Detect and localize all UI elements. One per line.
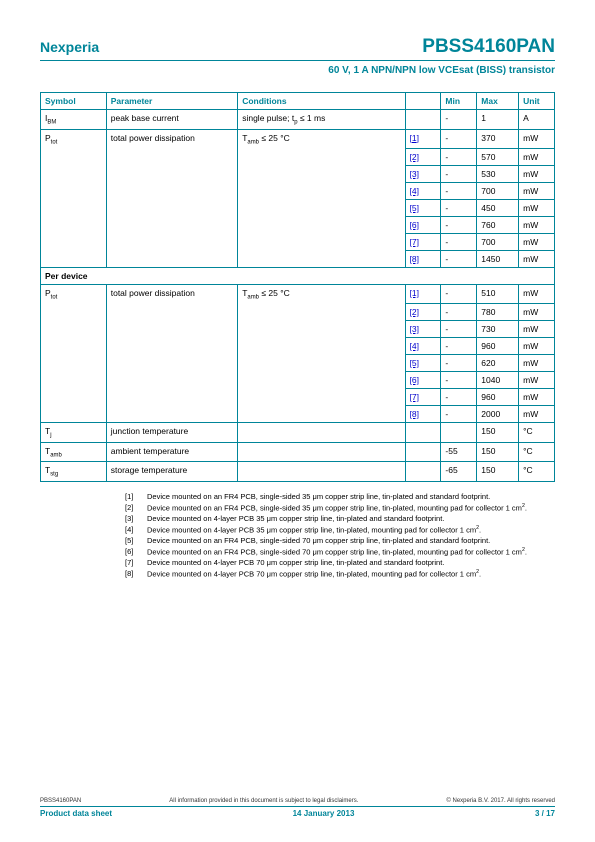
table-row: IBMpeak base currentsingle pulse; tp ≤ 1… xyxy=(41,110,555,130)
footnote: [2]Device mounted on an FR4 PCB, single-… xyxy=(125,503,555,513)
table-row: Tambambient temperature-55150°C xyxy=(41,442,555,462)
footnote-link[interactable]: [3] xyxy=(410,169,419,179)
footnote: [5]Device mounted on an FR4 PCB, single-… xyxy=(125,536,555,546)
footnote-link[interactable]: [4] xyxy=(410,341,419,351)
table-row: [2]-570mW xyxy=(41,148,555,165)
part-number: PBSS4160PAN xyxy=(422,36,555,58)
footnote: [1]Device mounted on an FR4 PCB, single-… xyxy=(125,492,555,502)
footer-page: 3 / 17 xyxy=(535,809,555,818)
footnote-link[interactable]: [4] xyxy=(410,186,419,196)
table-row: [5]-620mW xyxy=(41,355,555,372)
table-row: [7]-700mW xyxy=(41,233,555,250)
table-row: [6]-760mW xyxy=(41,216,555,233)
footnote-text: Device mounted on 4-layer PCB 70 μm copp… xyxy=(147,558,444,568)
table-header-row: Symbol Parameter Conditions Min Max Unit xyxy=(41,93,555,110)
footer-doc-type: Product data sheet xyxy=(40,809,112,818)
page-content: Nexperia PBSS4160PAN 60 V, 1 A NPN/NPN l… xyxy=(0,0,595,579)
table-row: [4]-700mW xyxy=(41,182,555,199)
footnote-text: Device mounted on an FR4 PCB, single-sid… xyxy=(147,547,527,557)
footnote-num: [4] xyxy=(125,525,147,535)
table-row: [5]-450mW xyxy=(41,199,555,216)
footer-partno: PBSS4160PAN xyxy=(40,798,81,804)
footnote-link[interactable]: [7] xyxy=(410,392,419,402)
footnote-link[interactable]: [1] xyxy=(410,133,419,143)
table-row: Ptottotal power dissipationTamb ≤ 25 °C[… xyxy=(41,284,555,303)
table-row: [7]-960mW xyxy=(41,389,555,406)
footnote: [4]Device mounted on 4-layer PCB 35 μm c… xyxy=(125,525,555,535)
table-row: [6]-1040mW xyxy=(41,372,555,389)
footnote-link[interactable]: [2] xyxy=(410,152,419,162)
footnote-text: Device mounted on an FR4 PCB, single-sid… xyxy=(147,503,527,513)
col-min: Min xyxy=(441,93,477,110)
footnote-num: [8] xyxy=(125,569,147,579)
footnote-num: [3] xyxy=(125,514,147,524)
footnote-link[interactable]: [6] xyxy=(410,375,419,385)
table-row: [8]-2000mW xyxy=(41,406,555,423)
col-symbol: Symbol xyxy=(41,93,107,110)
footer-top: PBSS4160PAN All information provided in … xyxy=(40,798,555,807)
section-label: Per device xyxy=(41,267,555,284)
company-name: Nexperia xyxy=(40,39,99,55)
table-row: [3]-530mW xyxy=(41,165,555,182)
footnote-text: Device mounted on 4-layer PCB 70 μm copp… xyxy=(147,569,481,579)
header: Nexperia PBSS4160PAN xyxy=(40,36,555,61)
footnote-link[interactable]: [8] xyxy=(410,254,419,264)
footnote-link[interactable]: [8] xyxy=(410,409,419,419)
table-row: [3]-730mW xyxy=(41,321,555,338)
parameters-table: Symbol Parameter Conditions Min Max Unit… xyxy=(40,92,555,482)
footnote-link[interactable]: [2] xyxy=(410,307,419,317)
footnote-text: Device mounted on an FR4 PCB, single-sid… xyxy=(147,492,490,502)
footer-disclaimer: All information provided in this documen… xyxy=(169,798,358,804)
footer-bottom: Product data sheet 14 January 2013 3 / 1… xyxy=(40,809,555,818)
footnote-link[interactable]: [5] xyxy=(410,358,419,368)
footnote-link[interactable]: [7] xyxy=(410,237,419,247)
footnote-link[interactable]: [3] xyxy=(410,324,419,334)
table-row: Tjjunction temperature150°C xyxy=(41,423,555,443)
footnote: [6]Device mounted on an FR4 PCB, single-… xyxy=(125,547,555,557)
footnote: [3]Device mounted on 4-layer PCB 35 μm c… xyxy=(125,514,555,524)
footnote-num: [7] xyxy=(125,558,147,568)
footnote-text: Device mounted on 4-layer PCB 35 μm copp… xyxy=(147,514,444,524)
col-unit: Unit xyxy=(519,93,555,110)
footer-date: 14 January 2013 xyxy=(293,809,355,818)
footnote-link[interactable]: [5] xyxy=(410,203,419,213)
footnotes: [1]Device mounted on an FR4 PCB, single-… xyxy=(125,492,555,579)
footnote-num: [5] xyxy=(125,536,147,546)
page-footer: PBSS4160PAN All information provided in … xyxy=(40,798,555,818)
col-parameter: Parameter xyxy=(106,93,237,110)
footnote-num: [1] xyxy=(125,492,147,502)
col-conditions: Conditions xyxy=(238,93,405,110)
footnote-num: [2] xyxy=(125,503,147,513)
footnote-text: Device mounted on 4-layer PCB 35 μm copp… xyxy=(147,525,481,535)
table-row: [8]-1450mW xyxy=(41,250,555,267)
section-per-device: Per device xyxy=(41,267,555,284)
footnote: [7]Device mounted on 4-layer PCB 70 μm c… xyxy=(125,558,555,568)
table-row: Ptottotal power dissipationTamb ≤ 25 °C[… xyxy=(41,129,555,148)
subtitle: 60 V, 1 A NPN/NPN low VCEsat (BISS) tran… xyxy=(40,65,555,76)
footnote: [8]Device mounted on 4-layer PCB 70 μm c… xyxy=(125,569,555,579)
col-ref xyxy=(405,93,441,110)
footnote-link[interactable]: [1] xyxy=(410,288,419,298)
table-row: Tstgstorage temperature-65150°C xyxy=(41,462,555,482)
footnote-num: [6] xyxy=(125,547,147,557)
table-row: [4]-960mW xyxy=(41,338,555,355)
table-row: [2]-780mW xyxy=(41,304,555,321)
footnote-link[interactable]: [6] xyxy=(410,220,419,230)
footnote-text: Device mounted on an FR4 PCB, single-sid… xyxy=(147,536,490,546)
col-max: Max xyxy=(477,93,519,110)
footer-copyright: © Nexperia B.V. 2017. All rights reserve… xyxy=(446,798,555,804)
